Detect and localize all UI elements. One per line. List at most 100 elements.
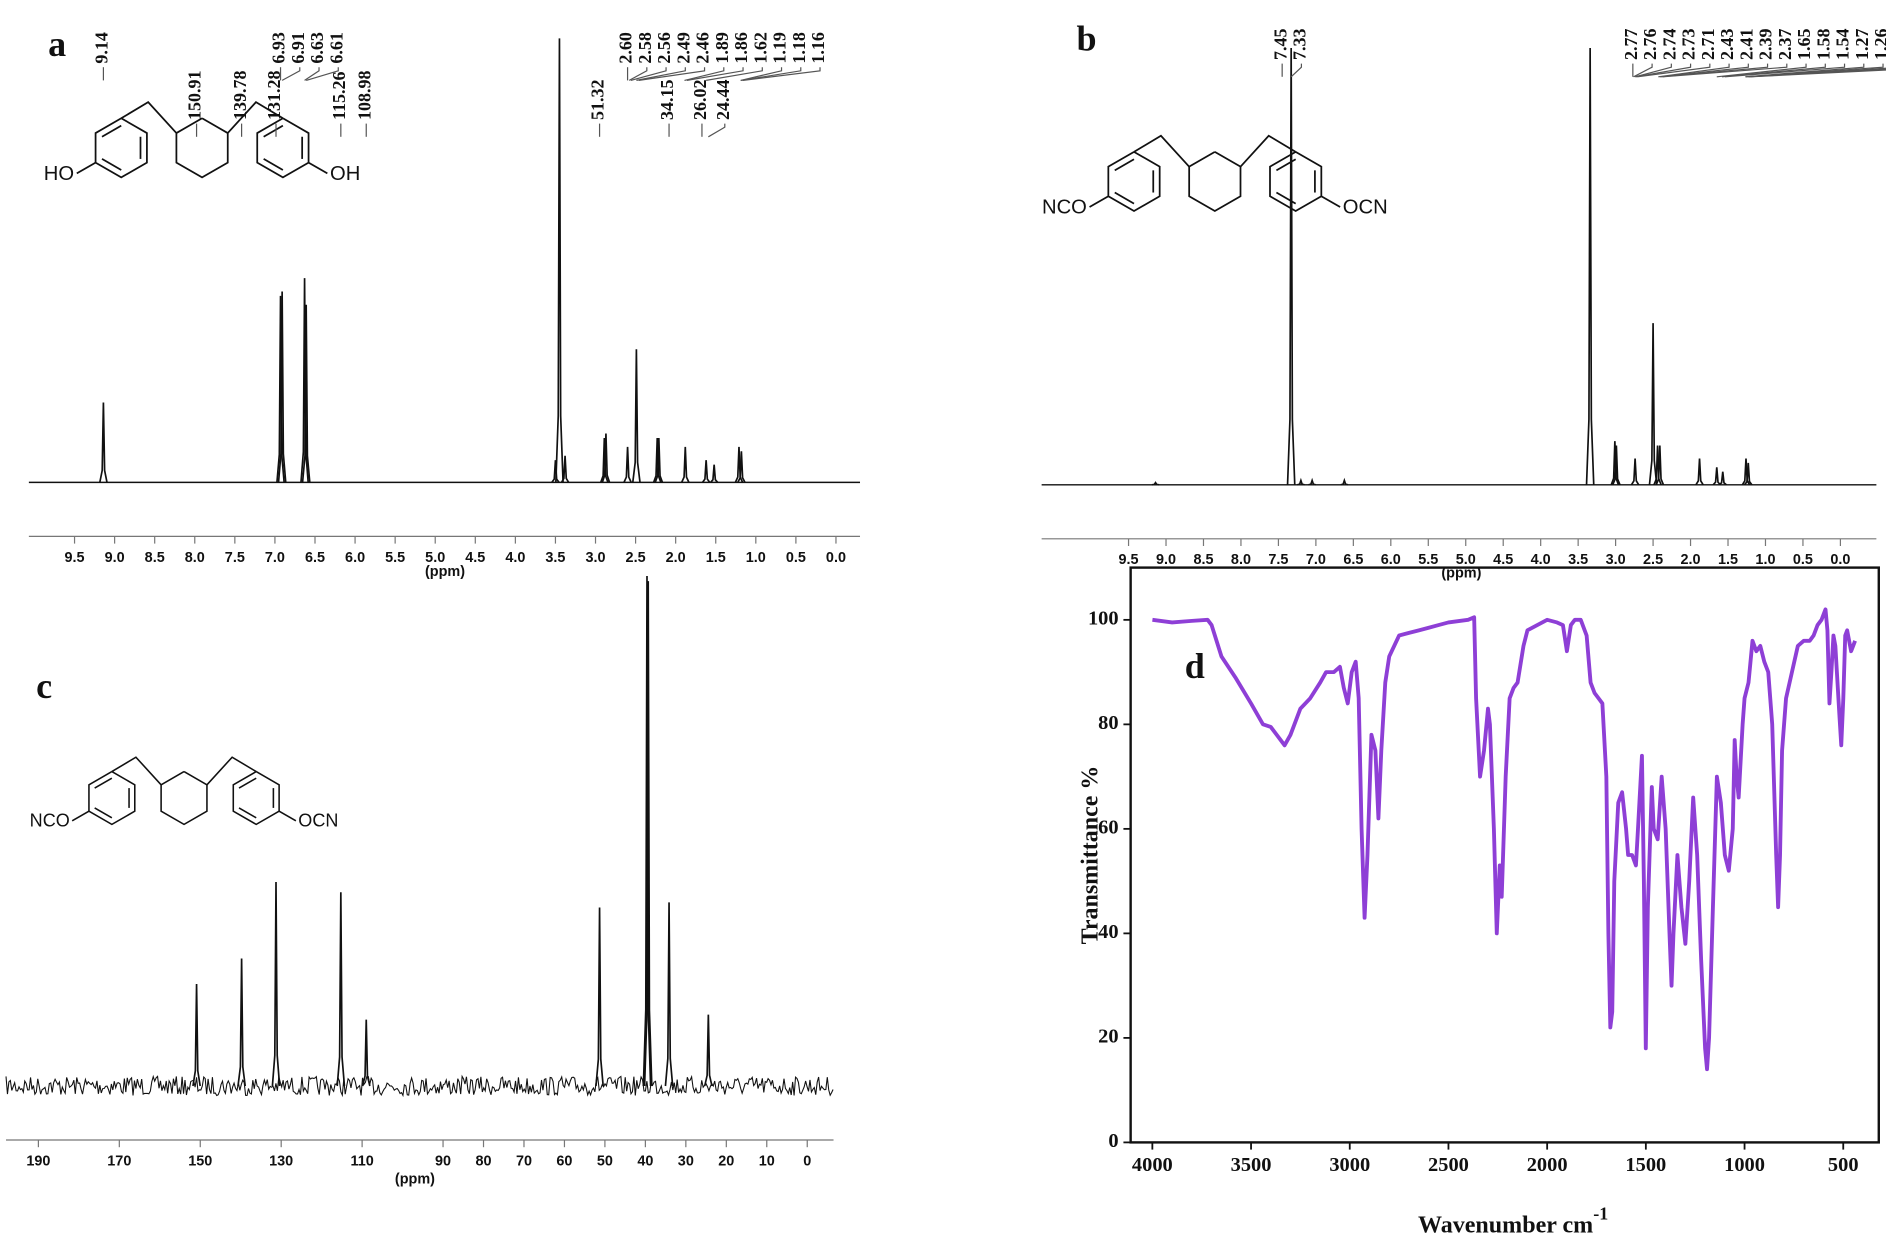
x-tick-label: 3500: [1231, 1154, 1272, 1176]
x-tick-label: 2000: [1527, 1154, 1568, 1176]
leader: [686, 67, 744, 81]
x-tick-label: 2.0: [1681, 552, 1701, 568]
peak: [642, 575, 652, 1087]
peak-label: 2.46: [693, 32, 713, 63]
peak: [1340, 477, 1349, 486]
bond: [101, 124, 122, 138]
peak-label: 131.28: [264, 71, 284, 120]
x-tick-label: 50: [597, 1153, 613, 1169]
peak: [192, 983, 202, 1087]
leader: [740, 67, 783, 81]
peak: [1611, 445, 1621, 486]
x-tick-label: 90: [435, 1153, 451, 1169]
x-tick-label: 1.5: [706, 550, 726, 566]
peak-label: 139.78: [230, 71, 250, 120]
x-tick-label: 9.0: [1156, 552, 1176, 568]
peak: [601, 433, 611, 483]
peak-label: 2.43: [1717, 29, 1737, 60]
bond: [1275, 158, 1297, 172]
x-tick-label: 110: [350, 1153, 373, 1169]
panel-label: b: [1077, 18, 1097, 58]
bond: [308, 161, 328, 175]
peak-label: 2.37: [1775, 29, 1795, 60]
peak-label: 2.76: [1640, 29, 1660, 60]
peak-label: 2.74: [1659, 29, 1679, 60]
peak-label: 1.16: [808, 32, 828, 63]
bond: [263, 158, 284, 171]
leader: [1637, 63, 1711, 78]
peak: [98, 402, 108, 483]
peak-label: 1.54: [1833, 29, 1853, 60]
bond: [1089, 195, 1109, 208]
y-tick-label: 100: [1088, 608, 1119, 630]
bond: [238, 777, 257, 789]
peak: [599, 437, 609, 483]
x-tick-label: 3.0: [1606, 552, 1626, 568]
peak-label: 1.86: [731, 32, 751, 63]
y-tick-label: 60: [1098, 817, 1118, 839]
x-tick-label: 4.5: [1493, 552, 1513, 568]
peak-label: 2.60: [616, 32, 636, 63]
peak-label: 108.98: [354, 71, 374, 120]
leader: [1659, 63, 1749, 78]
peak: [680, 446, 690, 483]
x-tick-label: 4.5: [465, 550, 485, 566]
peak-label: 1.65: [1794, 29, 1814, 60]
bond: [160, 770, 208, 826]
leader: [628, 67, 648, 81]
x-tick-label: 170: [107, 1153, 131, 1169]
leader: [1716, 63, 1807, 78]
peak-label: 2.49: [673, 32, 693, 63]
bond: [278, 810, 297, 822]
y-axis-label: Transmittance %: [1078, 766, 1104, 945]
x-tick-label: 6.0: [345, 550, 365, 566]
x-tick-label: 0.0: [1830, 552, 1850, 568]
bond: [238, 807, 257, 819]
peak-label: 1.89: [712, 32, 732, 63]
bond: [76, 161, 97, 175]
peak: [631, 349, 641, 483]
leader: [1721, 63, 1826, 78]
peak-label: 6.93: [269, 32, 289, 63]
bond: [1320, 195, 1341, 208]
bond: [232, 770, 280, 826]
bond: [1114, 191, 1135, 205]
structure: HO OH: [44, 101, 360, 185]
x-axis-label: (ppm): [395, 1171, 435, 1187]
x-tick-label: 60: [556, 1153, 572, 1169]
peak-label: 6.61: [326, 32, 346, 63]
x-tick-label: 2500: [1428, 1154, 1469, 1176]
leader: [742, 67, 821, 81]
leader: [706, 67, 763, 81]
peak-label: 2.71: [1698, 29, 1718, 60]
peak-label: 51.32: [588, 80, 608, 120]
x-tick-label: 9.0: [105, 550, 125, 566]
peak: [623, 446, 632, 483]
peak-label: 7.33: [1290, 29, 1310, 60]
structure-label: NCO: [30, 811, 70, 831]
peak-label: 115.26: [329, 71, 349, 120]
peak-label: 1.62: [750, 32, 770, 63]
x-tick-label: 0: [803, 1153, 811, 1169]
x-tick-label: 150: [188, 1153, 212, 1169]
x-tick-label: 2.0: [666, 550, 686, 566]
structure-label: HO: [44, 163, 74, 185]
peak-label: 1.58: [1813, 29, 1833, 60]
peak: [1630, 458, 1640, 486]
x-tick-label: 8.5: [145, 550, 165, 566]
bond: [111, 756, 162, 786]
leader: [1290, 63, 1303, 78]
bond: [206, 756, 257, 786]
structure-label: OCN: [1343, 197, 1388, 219]
peak: [1695, 458, 1704, 486]
x-tick-label: 6.5: [1343, 552, 1363, 568]
peak: [1743, 462, 1753, 486]
panel-label: c: [36, 666, 52, 706]
leader: [304, 67, 320, 81]
bond: [94, 777, 113, 789]
x-tick-label: 0.5: [1793, 552, 1813, 568]
x-tick-label: 130: [269, 1153, 293, 1169]
bond: [175, 117, 229, 179]
peak: [643, 581, 653, 1087]
peak-label: 1.26: [1871, 29, 1886, 60]
